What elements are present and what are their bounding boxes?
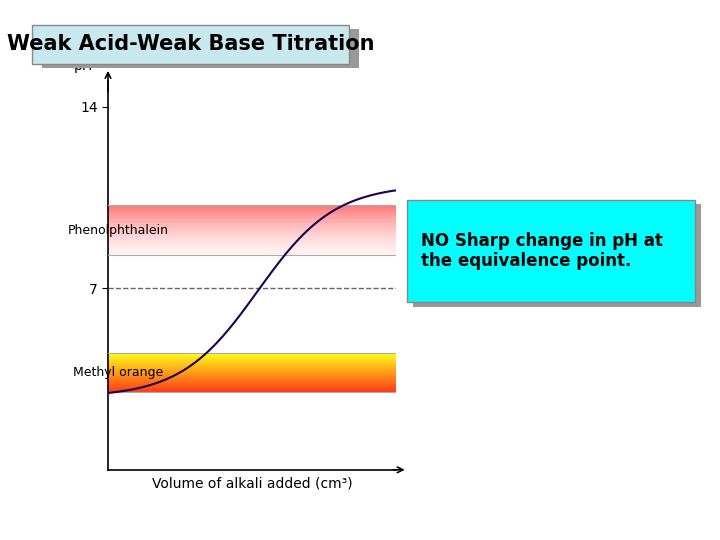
Text: Phenolphthalein: Phenolphthalein <box>68 224 168 237</box>
Text: NO Sharp change in pH at
the equivalence point.: NO Sharp change in pH at the equivalence… <box>421 232 663 271</box>
Text: pH: pH <box>73 59 93 73</box>
Text: Methyl orange: Methyl orange <box>73 366 163 379</box>
X-axis label: Volume of alkali added (cm³): Volume of alkali added (cm³) <box>152 477 352 491</box>
Text: Weak Acid-Weak Base Titration: Weak Acid-Weak Base Titration <box>7 34 374 55</box>
